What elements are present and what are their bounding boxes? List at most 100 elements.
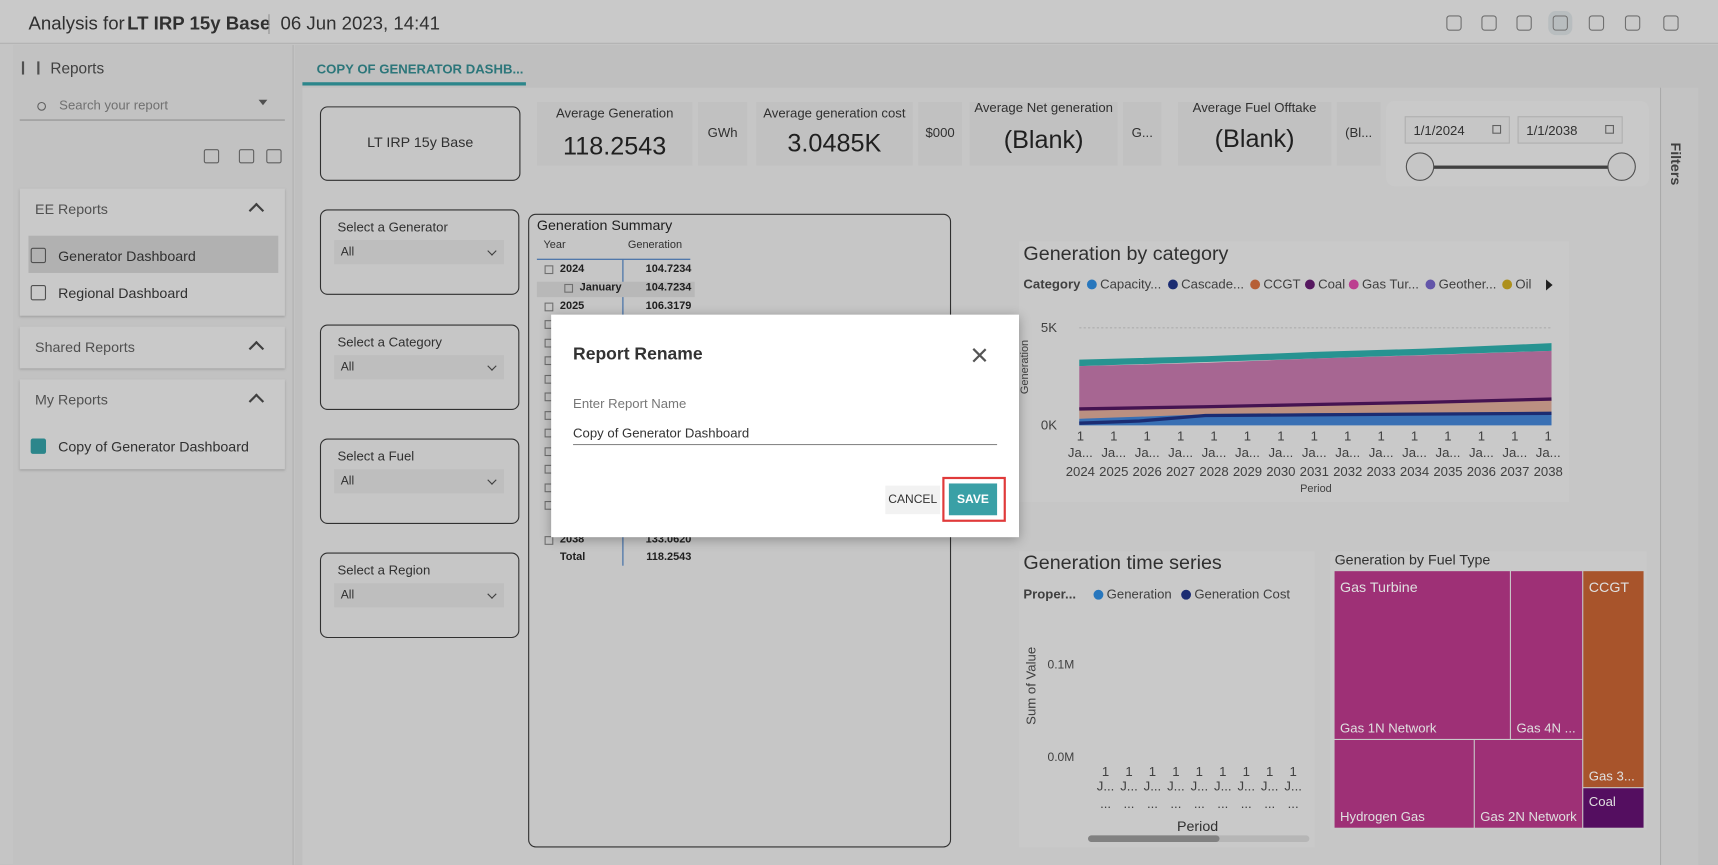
kpi-unit-card [918, 101, 963, 166]
date-value[interactable]: 1/1/2024 [1413, 122, 1465, 139]
checkbox[interactable] [30, 438, 47, 454]
x-tick-line1: 1 [1243, 428, 1252, 445]
legend-next[interactable] [1546, 279, 1553, 291]
tile-label: Gas 1N Network [1340, 720, 1437, 736]
kpi-value: 3.0485K [787, 128, 882, 157]
treemap-tile[interactable] [1510, 571, 1583, 739]
field-label: Enter Report Name [573, 395, 687, 412]
area [1079, 350, 1552, 409]
treemap-tile[interactable] [1583, 788, 1644, 828]
slider-handle[interactable] [1405, 152, 1435, 181]
kpi-card [1177, 101, 1332, 166]
legend-label[interactable]: Cascade... [1181, 276, 1245, 292]
search-box[interactable] [19, 92, 285, 121]
summary-title: Generation Summary [536, 217, 673, 234]
x-tick-line2: Ja... [1268, 445, 1294, 461]
checkbox[interactable] [30, 285, 47, 301]
slicer-label: Select a Region [337, 562, 431, 578]
toolbar-icon[interactable] [1548, 10, 1573, 36]
report-item[interactable]: Generator Dashboard [58, 247, 196, 265]
tab-label[interactable]: COPY OF GENERATOR DASHB... [316, 61, 524, 77]
legend-label[interactable]: Generation Cost [1194, 586, 1291, 602]
toolbar-icon[interactable] [1624, 15, 1641, 31]
dialog-title: Report Rename [573, 345, 703, 364]
expand-icon[interactable] [544, 265, 554, 275]
y-tick-label: 0.0M [1047, 750, 1075, 765]
tab[interactable] [302, 53, 526, 86]
legend-label[interactable]: Coal [1318, 276, 1346, 292]
scenario-text: LT IRP 15y Base [367, 133, 474, 151]
slicer-value: All [340, 588, 355, 602]
x-tick-year: 2035 [1433, 463, 1463, 480]
legend-label[interactable]: Geother... [1438, 276, 1497, 292]
sidebar-action-icon[interactable] [238, 149, 255, 164]
report-group [19, 379, 285, 470]
expand-icon[interactable] [544, 302, 554, 312]
toolbar-icon[interactable] [1481, 15, 1497, 31]
treemap-tile[interactable] [1583, 571, 1644, 788]
row-label mono: 2025 [559, 300, 585, 313]
legend-label[interactable]: Gas Tur... [1361, 276, 1419, 292]
row-value mono: 106.3179 [645, 300, 692, 313]
slicer-dropdown[interactable] [334, 469, 505, 494]
x-tick-line2: Ja... [1101, 445, 1127, 461]
chart-title: Generation time series [1023, 551, 1222, 574]
legend-label[interactable]: Oil [1515, 276, 1532, 292]
expand-icon[interactable] [544, 536, 554, 545]
toolbar-icon[interactable] [1446, 15, 1462, 31]
legend-title: Category [1023, 276, 1081, 292]
toolbar-icon[interactable] [1516, 15, 1532, 31]
report-item[interactable]: Copy of Generator Dashboard [58, 438, 249, 455]
area [1079, 343, 1552, 367]
kpi-card [969, 101, 1118, 166]
x-tick-line3: ... [1146, 795, 1158, 812]
slicer-dropdown[interactable] [334, 355, 505, 380]
x-tick-line1: 1 [1377, 428, 1385, 445]
legend-label[interactable]: CCGT [1263, 276, 1301, 292]
x-tick-line2: Ja... [1301, 445, 1327, 461]
cancel-label[interactable]: CANCEL [888, 493, 938, 507]
toolbar-icon[interactable] [1588, 15, 1605, 31]
column-header mono: Generation [627, 238, 683, 252]
save-label[interactable]: SAVE [957, 493, 989, 507]
chart-card [1019, 551, 1315, 848]
x-tick-line1: 1 [1110, 428, 1118, 445]
header-name: LT IRP 15y Base [127, 13, 271, 34]
x-tick-line1: 1 [1444, 428, 1452, 445]
toolbar-icon[interactable] [1663, 15, 1679, 31]
x-tick-year: 2038 [1533, 463, 1563, 480]
sidebar-toggle-icon[interactable] [21, 61, 40, 75]
chart-title: Generation by category [1023, 242, 1229, 265]
treemap-tile[interactable] [1474, 740, 1583, 828]
legend-label[interactable]: Capacity... [1100, 276, 1162, 292]
report-item[interactable]: Regional Dashboard [58, 285, 188, 302]
treemap-tile[interactable] [1334, 571, 1510, 739]
x-axis-label: Period [1300, 483, 1332, 496]
expand-icon[interactable] [564, 283, 574, 293]
row-value mono: 104.7234 [645, 281, 692, 294]
filters-label[interactable]: Filters [1667, 142, 1685, 186]
field-value[interactable]: Copy of Generator Dashboard [573, 425, 750, 441]
slicer-card [319, 438, 520, 525]
report-group-title: Shared Reports [35, 338, 135, 356]
x-tick-line1: 1 [1195, 764, 1204, 780]
checkbox[interactable] [30, 247, 47, 264]
header-prefix: Analysis for [28, 13, 125, 34]
save-button[interactable] [948, 483, 998, 516]
x-tick-year: 2025 [1099, 463, 1129, 480]
x-tick-line1: 1 [1310, 428, 1318, 445]
separator [268, 14, 270, 34]
sidebar-action-icon[interactable] [203, 149, 220, 164]
slicer-dropdown[interactable] [334, 583, 505, 608]
date-input[interactable] [1517, 116, 1623, 144]
group-label: CCGT [1588, 578, 1630, 596]
date-value[interactable]: 1/1/2038 [1526, 122, 1578, 139]
treemap-tile[interactable] [1334, 740, 1474, 828]
cancel-button[interactable] [885, 485, 941, 515]
sidebar-action-icon[interactable] [266, 149, 282, 164]
scrollbar-thumb[interactable] [1088, 835, 1220, 842]
slicer-dropdown[interactable] [334, 240, 505, 265]
legend-label[interactable]: Generation [1106, 586, 1172, 602]
slider-handle[interactable] [1607, 152, 1636, 181]
